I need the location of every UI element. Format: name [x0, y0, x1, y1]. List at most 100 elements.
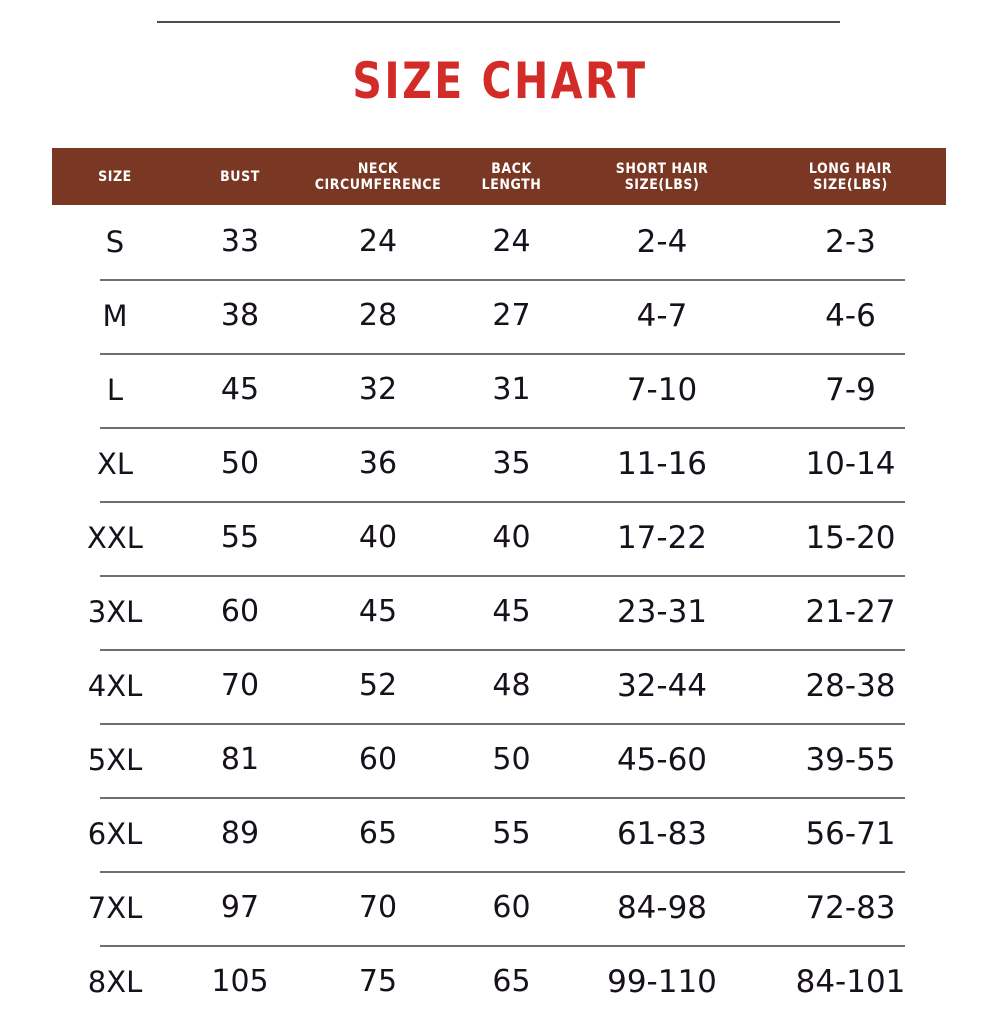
cell-size: 7XL: [87, 891, 143, 925]
cell-short: 17-22: [616, 520, 708, 556]
cell-bust: 70: [220, 668, 260, 703]
column-header-bust: BUST: [184, 148, 296, 205]
column-header-long-line2: SIZE(LBS): [813, 176, 888, 193]
column-header-back-line2: LENGTH: [481, 176, 542, 193]
cell-back: 31: [492, 372, 531, 407]
cell-long: 84-101: [795, 964, 906, 1000]
cell-short: 32-44: [616, 668, 708, 704]
cell-long: 21-27: [805, 594, 896, 630]
size-chart-table: SIZE BUST NECK CIRCUMFERENCE BACK LENGTH: [52, 148, 946, 1019]
cell-size: 8XL: [87, 965, 143, 999]
top-divider-rule: [157, 21, 840, 23]
table-row: 6XL 89 65 55 61-83 56-71: [52, 797, 946, 871]
column-header-neck-line1: NECK: [357, 160, 399, 177]
cell-long: 72-83: [805, 890, 896, 926]
cell-short: 11-16: [616, 446, 708, 482]
cell-bust: 105: [211, 964, 269, 999]
table-body: S 33 24 24 2-4 2-3 M 38 28 27 4-7 4-6 L 45 32 31 7-10 7-9…: [52, 205, 946, 1019]
cell-short: 99-110: [607, 964, 717, 1000]
cell-short: 45-60: [616, 742, 708, 778]
cell-bust: 50: [220, 446, 260, 481]
table-row: XL 50 36 35 11-16 10-14: [52, 427, 946, 501]
cell-back: 48: [492, 668, 531, 703]
cell-neck: 60: [358, 742, 398, 777]
column-header-long-line1: LONG HAIR: [808, 160, 893, 177]
cell-back: 45: [492, 594, 531, 629]
cell-short: 84-98: [616, 890, 708, 926]
column-header-short-hair-size: SHORT HAIR SIZE(LBS): [578, 148, 745, 205]
cell-long: 10-14: [805, 446, 896, 482]
cell-size: XL: [96, 447, 134, 481]
cell-long: 39-55: [805, 742, 896, 778]
cell-bust: 81: [220, 742, 260, 777]
cell-neck: 28: [358, 298, 398, 333]
column-header-neck-line2: CIRCUMFERENCE: [314, 176, 442, 193]
cell-neck: 40: [358, 520, 398, 555]
table-row: M 38 28 27 4-7 4-6: [52, 279, 946, 353]
cell-bust: 45: [220, 372, 260, 407]
table-row: 3XL 60 45 45 23-31 21-27: [52, 575, 946, 649]
table-row: 8XL 105 75 65 99-110 84-101: [52, 945, 946, 1019]
cell-back: 55: [492, 816, 531, 851]
cell-bust: 38: [220, 298, 260, 333]
table-row: S 33 24 24 2-4 2-3: [52, 205, 946, 279]
cell-back: 35: [492, 446, 531, 481]
column-header-back-line1: BACK: [491, 160, 532, 177]
cell-size: M: [102, 299, 128, 333]
size-chart-table-wrapper: SIZE BUST NECK CIRCUMFERENCE BACK LENGTH: [52, 148, 946, 1019]
table-header: SIZE BUST NECK CIRCUMFERENCE BACK LENGTH: [52, 148, 946, 205]
cell-back: 27: [492, 298, 531, 333]
cell-back: 40: [492, 520, 531, 555]
table-row: L 45 32 31 7-10 7-9: [52, 353, 946, 427]
cell-long: 2-3: [825, 224, 876, 260]
table-row: 5XL 81 60 50 45-60 39-55: [52, 723, 946, 797]
cell-long: 56-71: [805, 816, 896, 852]
cell-size: S: [105, 225, 125, 259]
cell-size: 4XL: [87, 669, 143, 703]
column-header-bust-line1: BUST: [220, 168, 260, 185]
cell-short: 4-7: [636, 298, 688, 334]
cell-bust: 55: [220, 520, 260, 555]
cell-bust: 97: [220, 890, 260, 925]
cell-long: 7-9: [825, 372, 876, 408]
cell-short: 23-31: [616, 594, 708, 630]
cell-neck: 70: [358, 890, 398, 925]
cell-back: 24: [492, 224, 531, 259]
cell-bust: 89: [220, 816, 260, 851]
cell-size: L: [106, 373, 124, 407]
cell-long: 15-20: [805, 520, 896, 556]
table-row: 4XL 70 52 48 32-44 28-38: [52, 649, 946, 723]
cell-neck: 52: [358, 668, 398, 703]
cell-back: 60: [492, 890, 531, 925]
column-header-size: SIZE: [58, 148, 171, 205]
cell-size: 6XL: [87, 817, 143, 851]
page-title: SIZE CHART: [352, 52, 648, 110]
column-header-short-line1: SHORT HAIR: [615, 160, 709, 177]
column-header-neck-circumference: NECK CIRCUMFERENCE: [310, 148, 447, 205]
column-header-back-length: BACK LENGTH: [460, 148, 564, 205]
column-header-size-line1: SIZE: [98, 168, 132, 185]
cell-back: 50: [492, 742, 531, 777]
cell-bust: 60: [220, 594, 260, 629]
cell-size: 3XL: [87, 595, 143, 629]
table-row: 7XL 97 70 60 84-98 72-83: [52, 871, 946, 945]
cell-neck: 45: [358, 594, 398, 629]
cell-size: 5XL: [87, 743, 143, 777]
cell-back: 65: [492, 964, 531, 999]
cell-neck: 32: [358, 372, 398, 407]
cell-short: 2-4: [636, 224, 688, 260]
cell-size: XXL: [87, 521, 143, 555]
table-row: XXL 55 40 40 17-22 15-20: [52, 501, 946, 575]
cell-bust: 33: [220, 224, 260, 259]
cell-neck: 24: [358, 224, 398, 259]
cell-neck: 36: [358, 446, 398, 481]
cell-short: 7-10: [626, 372, 698, 408]
cell-neck: 75: [358, 964, 398, 999]
cell-long: 4-6: [825, 298, 876, 334]
column-header-long-hair-size: LONG HAIR SIZE(LBS): [765, 148, 937, 205]
table-header-row: SIZE BUST NECK CIRCUMFERENCE BACK LENGTH: [52, 148, 946, 205]
cell-long: 28-38: [805, 668, 896, 704]
cell-neck: 65: [358, 816, 398, 851]
column-header-short-line2: SIZE(LBS): [624, 176, 700, 193]
